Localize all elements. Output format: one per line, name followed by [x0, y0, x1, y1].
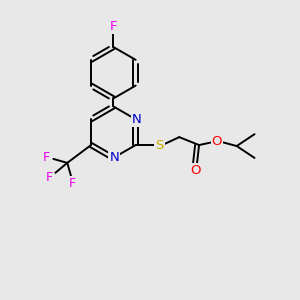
Text: F: F: [46, 171, 53, 184]
Text: S: S: [155, 139, 164, 152]
Text: F: F: [43, 152, 50, 164]
Text: F: F: [69, 177, 76, 190]
Text: N: N: [132, 113, 142, 126]
Text: N: N: [110, 152, 119, 164]
Text: F: F: [110, 20, 117, 33]
Text: O: O: [212, 135, 222, 148]
Text: O: O: [190, 164, 200, 177]
